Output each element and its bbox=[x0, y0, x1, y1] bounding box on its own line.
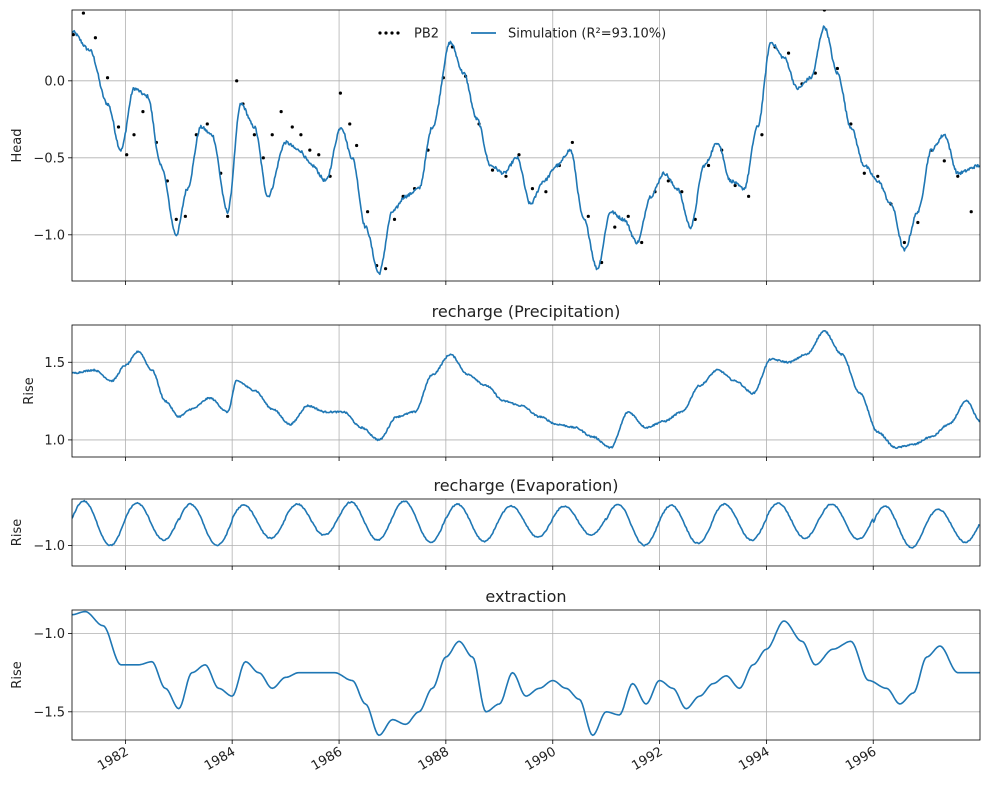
data-point-pb2 bbox=[93, 36, 98, 40]
panels: 0.0 −0.5 −1.0 Head PB2 Simulation (R²=93.10%)… bbox=[10, 9, 981, 774]
data-point-pb2 bbox=[72, 33, 75, 37]
data-point-pb2 bbox=[270, 133, 274, 137]
panel-2: 1.5 1.0 Rise recharge (Precipitation) bbox=[22, 302, 981, 461]
y-tick-label: −1.0 bbox=[33, 539, 65, 554]
data-point-pb2 bbox=[355, 143, 359, 148]
panel-title: extraction bbox=[485, 587, 566, 606]
data-point-pb2 bbox=[813, 71, 817, 75]
data-point-pb2 bbox=[317, 153, 321, 157]
series-group bbox=[72, 610, 980, 737]
y-tick-label: 1.0 bbox=[44, 433, 65, 448]
axes-frame bbox=[71, 609, 981, 741]
panel-1: 0.0 −0.5 −1.0 Head PB2 Simulation (R²=93.10%) bbox=[10, 9, 981, 285]
series-line bbox=[72, 610, 980, 737]
data-point-pb2 bbox=[279, 110, 283, 114]
data-point-pb2 bbox=[876, 174, 880, 178]
data-point-pb2 bbox=[956, 174, 960, 178]
axes-frame bbox=[71, 498, 981, 567]
data-point-pb2 bbox=[132, 133, 136, 137]
series-line bbox=[72, 25, 980, 276]
data-point-pb2 bbox=[338, 91, 342, 95]
data-point-pb2 bbox=[365, 210, 370, 214]
series-line bbox=[72, 499, 980, 549]
data-point-pb2 bbox=[835, 66, 839, 71]
data-point-pb2 bbox=[116, 125, 121, 129]
data-point-pb2 bbox=[613, 225, 617, 229]
data-point-pb2 bbox=[733, 183, 737, 188]
axes-frame bbox=[71, 324, 981, 458]
data-point-pb2 bbox=[680, 190, 684, 194]
y-tick-label: −1.0 bbox=[33, 627, 65, 642]
y-tick-label: −0.5 bbox=[33, 151, 65, 166]
series-group bbox=[72, 499, 980, 549]
data-point-pb2 bbox=[969, 210, 973, 214]
data-point-pb2 bbox=[862, 171, 866, 175]
data-point-pb2 bbox=[383, 267, 388, 271]
data-point-pb2 bbox=[308, 148, 312, 152]
data-point-pb2 bbox=[205, 122, 209, 126]
data-point-pb2 bbox=[640, 240, 644, 245]
data-point-pb2 bbox=[348, 122, 352, 126]
legend: PB2 Simulation (R²=93.10%) bbox=[378, 27, 666, 42]
series-line bbox=[72, 330, 980, 449]
data-point-pb2 bbox=[530, 187, 535, 191]
data-point-pb2 bbox=[517, 153, 521, 157]
data-point-pb2 bbox=[252, 133, 256, 137]
data-point-pb2 bbox=[504, 174, 508, 178]
axes-frame bbox=[71, 9, 981, 282]
panel-3: −1.0 Rise recharge (Evaporation) bbox=[10, 476, 981, 570]
data-point-pb2 bbox=[570, 140, 574, 145]
legend-marker-pb2 bbox=[378, 31, 382, 35]
legend-marker-pb2 bbox=[390, 31, 394, 35]
data-point-pb2 bbox=[105, 76, 110, 80]
data-point-pb2 bbox=[226, 214, 230, 218]
data-point-pb2 bbox=[174, 217, 178, 222]
data-point-pb2 bbox=[626, 214, 630, 218]
data-point-pb2 bbox=[706, 163, 711, 168]
y-axis-label: Rise bbox=[10, 661, 25, 688]
y-tick-label: 0.0 bbox=[44, 74, 65, 89]
data-point-pb2 bbox=[183, 214, 187, 218]
y-axis-label: Rise bbox=[10, 519, 25, 546]
data-point-pb2 bbox=[261, 156, 265, 160]
data-point-pb2 bbox=[490, 168, 495, 172]
data-point-pb2 bbox=[125, 153, 129, 157]
panel-title: recharge (Evaporation) bbox=[433, 476, 618, 495]
legend-label-simulation: Simulation (R²=93.10%) bbox=[508, 27, 666, 42]
data-point-pb2 bbox=[942, 159, 946, 163]
y-axis-label: Head bbox=[10, 129, 25, 163]
y-tick-label: 1.5 bbox=[44, 356, 65, 371]
data-point-pb2 bbox=[392, 217, 397, 222]
data-point-pb2 bbox=[747, 194, 751, 198]
data-point-pb2 bbox=[299, 133, 303, 137]
data-point-pb2 bbox=[544, 190, 548, 194]
legend-marker-pb2 bbox=[384, 31, 388, 35]
data-point-pb2 bbox=[760, 133, 764, 137]
data-point-pb2 bbox=[916, 220, 920, 225]
data-point-pb2 bbox=[290, 125, 294, 129]
data-point-pb2 bbox=[81, 11, 86, 15]
y-axis-label: Rise bbox=[22, 377, 37, 404]
data-point-pb2 bbox=[235, 79, 239, 83]
y-tick-label: −1.5 bbox=[33, 705, 65, 720]
legend-label-pb2: PB2 bbox=[414, 27, 439, 42]
series-group bbox=[72, 330, 980, 449]
panel-title: recharge (Precipitation) bbox=[432, 302, 621, 321]
data-point-pb2 bbox=[141, 110, 145, 114]
data-point-pb2 bbox=[902, 240, 906, 245]
data-point-pb2 bbox=[666, 179, 670, 183]
data-point-pb2 bbox=[586, 214, 590, 218]
data-point-pb2 bbox=[786, 51, 791, 55]
y-tick-label: −1.0 bbox=[33, 228, 65, 243]
legend-marker-pb2 bbox=[396, 31, 400, 35]
